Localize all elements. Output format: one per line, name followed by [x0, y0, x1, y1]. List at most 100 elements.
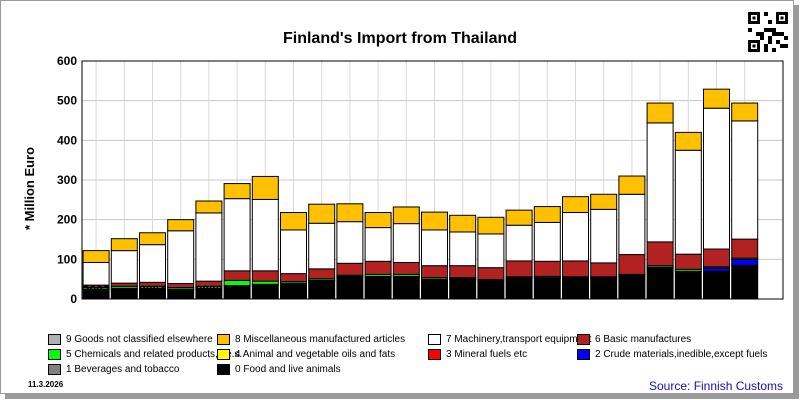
bar-segment	[280, 212, 307, 231]
bar-segment	[336, 262, 364, 276]
legend-swatch	[217, 364, 230, 375]
bar-segment	[449, 278, 477, 300]
bar-segment	[110, 250, 138, 284]
bar-segment	[251, 175, 279, 200]
bar-segment	[505, 224, 533, 262]
legend-item: 3 Mineral fuels etc	[428, 349, 527, 360]
bar-segment	[562, 196, 589, 214]
legend-item: 5 Chemicals and related products,n.e.s.	[48, 349, 242, 360]
bar-segment	[731, 258, 759, 266]
bar-segment	[477, 216, 505, 235]
legend-item: 7 Machinery,transport equipment	[428, 334, 591, 345]
bar-segment	[421, 229, 448, 267]
x-ticks: 2002 2004 2006 2008 2010 2012 2014 2016 2018 2020…	[83, 283, 730, 297]
bar-segment	[505, 277, 533, 300]
y-tick-label: 100	[57, 252, 77, 266]
bar-segment	[195, 212, 223, 282]
bar-segment	[590, 262, 618, 278]
legend-item: 2 Crude materials,inedible,except fuels	[577, 349, 767, 360]
source-label: Source: Finnish Customs	[649, 379, 784, 393]
bar-segment	[618, 275, 646, 300]
x-tick-label: 2018	[534, 283, 561, 297]
bar-segment	[336, 276, 364, 300]
bar-segment	[223, 285, 251, 300]
bar-segment	[336, 203, 364, 223]
bar-segment	[646, 102, 674, 124]
legend-label: 5 Chemicals and related products,n.e.s.	[66, 349, 243, 360]
bar-segment	[280, 273, 307, 283]
legend-item: 0 Food and live animals	[217, 364, 341, 375]
legend-label: 2 Crude materials,inedible,except fuels	[595, 349, 768, 360]
bar-segment	[364, 227, 392, 262]
legend-label: 0 Food and live animals	[235, 364, 341, 375]
bar-segment	[392, 262, 420, 275]
bar-segment	[533, 260, 561, 277]
bar-segment	[223, 183, 251, 200]
bar-segment	[562, 277, 589, 300]
legend-swatch	[428, 349, 441, 360]
bar-segment	[364, 260, 392, 275]
bar-segment	[82, 250, 110, 264]
legend-item: 6 Basic manufactures	[577, 334, 691, 345]
bar-segment	[167, 219, 195, 232]
legend-swatch	[48, 334, 61, 345]
legend-label: 6 Basic manufactures	[595, 334, 692, 345]
bar-segment	[449, 214, 477, 233]
bar-segment	[195, 200, 223, 214]
x-tick-label: 2016	[478, 283, 505, 297]
bar-segment	[167, 230, 195, 285]
x-tick-label: 2024	[703, 283, 730, 297]
bar-segment	[139, 244, 166, 283]
bar-segment	[251, 198, 279, 272]
bar-segment	[280, 283, 307, 300]
y-ticks: 0 100 200 300 400 500 600	[57, 54, 77, 306]
bar-segment	[590, 193, 618, 210]
bar-segment	[308, 268, 336, 280]
x-tick-label: 2010	[308, 283, 335, 297]
bar-segment	[731, 120, 759, 240]
x-tick-label: 2006	[196, 283, 223, 297]
bar-segment	[703, 88, 730, 109]
y-tick-label: 500	[57, 94, 77, 108]
bar-segment	[308, 222, 336, 270]
bar-segment	[731, 238, 759, 259]
bar-segment	[223, 270, 251, 281]
bar-segment	[533, 206, 561, 223]
x-tick-label: 2014	[421, 283, 448, 297]
y-tick-label: 400	[57, 133, 77, 147]
x-tick-label: 2022	[647, 283, 674, 297]
bar-segment	[139, 232, 166, 246]
bar-segment	[505, 209, 533, 226]
bar-segment	[646, 241, 674, 267]
bar-segment	[364, 212, 392, 229]
bar-segment	[82, 262, 110, 286]
legend-swatch	[217, 349, 230, 360]
bar-segment	[674, 253, 702, 270]
x-tick-label: 2008	[252, 283, 279, 297]
bar-segment	[533, 221, 561, 262]
bar-segment	[392, 223, 420, 264]
chart-title: Finland's Import from Thailand	[282, 30, 518, 47]
bar-segment	[167, 283, 195, 288]
bar-segment	[646, 122, 674, 243]
bar-segment	[392, 206, 420, 225]
x-tick-label: 2020	[590, 283, 617, 297]
bar-segment	[392, 276, 420, 300]
bar-segment	[674, 131, 702, 151]
legend-swatch	[48, 349, 61, 360]
bar-segment	[336, 221, 364, 264]
legend-swatch	[217, 334, 230, 345]
bar-segment	[449, 231, 477, 267]
bar-segment	[674, 271, 702, 300]
bar-segment	[731, 264, 759, 300]
x-tick-label: 2004	[139, 283, 166, 297]
bar-segment	[590, 208, 618, 264]
bar-segment	[731, 102, 759, 122]
bar-segment	[703, 248, 730, 268]
legend-swatch	[428, 334, 441, 345]
legend-item: 9 Goods not classified elsewhere	[48, 334, 213, 345]
y-tick-label: 200	[57, 213, 77, 227]
bar-segment	[674, 149, 702, 255]
legend-swatch	[577, 334, 590, 345]
bar-segment	[223, 198, 251, 272]
